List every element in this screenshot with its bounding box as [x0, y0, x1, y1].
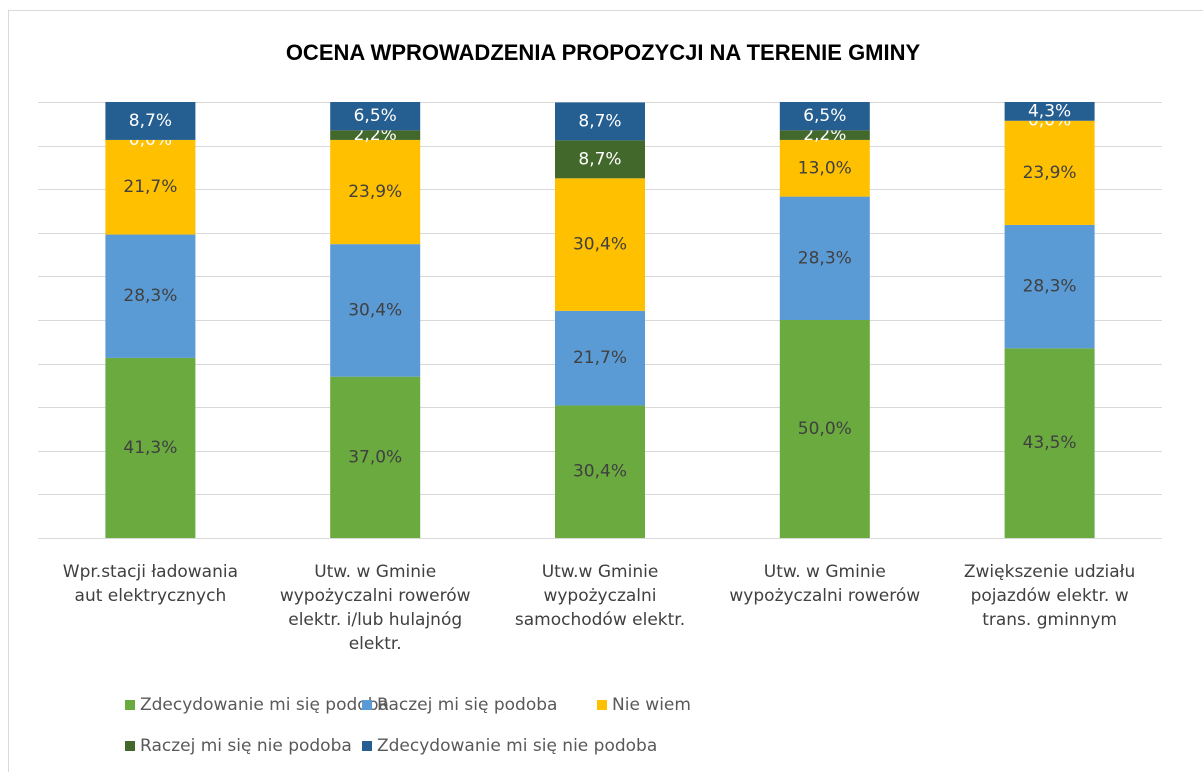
data-label: 28,3%: [1023, 277, 1077, 297]
bar-segment: [779, 139, 870, 197]
bar-segment: [1004, 102, 1095, 121]
bar-segment: [105, 102, 196, 140]
x-tick-label: Zwiększenie udziału pojazdów elektr. w tra…: [964, 562, 1135, 630]
bar-segment: [555, 140, 645, 179]
data-label: 6,5%: [803, 106, 846, 126]
legend-swatch: [362, 700, 372, 710]
data-label: 6,5%: [354, 106, 397, 126]
bar-segment: [330, 376, 421, 538]
bar-segment: [330, 139, 421, 245]
bar-segment: [1004, 120, 1095, 225]
x-tick-label: Utw.w Gminie wypożyczalni samochodów elekt…: [515, 562, 685, 630]
x-tick-label: Wpr.stacji ładowania aut elektrycznych: [63, 562, 238, 606]
data-label: 30,4%: [573, 462, 627, 482]
data-label: 28,3%: [798, 248, 852, 268]
bar-segment: [330, 130, 421, 140]
bar-segment: [555, 102, 645, 141]
bar-segment: [779, 130, 870, 140]
data-label: 30,4%: [348, 300, 402, 320]
data-label: 41,3%: [123, 438, 177, 458]
bar-segment: [105, 357, 196, 538]
legend-swatch: [362, 741, 372, 751]
bar-segment: [1004, 224, 1095, 349]
data-label: 23,9%: [348, 182, 402, 202]
chart-title: OCENA WPROWADZENIA PROPOZYCJI NA TERENIE…: [286, 40, 921, 65]
bar-segment: [330, 244, 421, 377]
bar-segment: [555, 310, 645, 406]
bar-segment: [779, 102, 870, 131]
bar-segment: [555, 405, 645, 538]
data-label: 28,3%: [123, 286, 177, 306]
bar-segment: [105, 234, 196, 358]
x-tick-label: Utw. w Gminie wypożyczalni rowerów elektr.…: [280, 562, 471, 654]
legend-label: Zdecydowanie mi się nie podoba: [377, 736, 657, 756]
legend-label: Nie wiem: [612, 695, 691, 715]
data-label: 8,7%: [578, 149, 621, 169]
legend-label: Zdecydowanie mi się podoba: [140, 695, 389, 715]
bar-segment: [105, 139, 196, 235]
legend-swatch: [125, 700, 135, 710]
bar-segment: [555, 178, 645, 311]
legend-label: Raczej mi się podoba: [377, 695, 557, 715]
data-label: 13,0%: [798, 158, 852, 178]
data-label: 50,0%: [798, 419, 852, 439]
bar-segment: [779, 196, 870, 320]
data-label: 21,7%: [123, 177, 177, 197]
data-label: 8,7%: [129, 111, 172, 131]
data-label: 30,4%: [573, 235, 627, 255]
data-label: 8,7%: [578, 111, 621, 131]
bar-segment: [1004, 348, 1095, 538]
data-label: 21,7%: [573, 348, 627, 368]
legend-swatch: [597, 700, 607, 710]
data-label: 23,9%: [1023, 163, 1077, 183]
data-label: 43,5%: [1023, 433, 1077, 453]
x-tick-label: Utw. w Gminie wypożyczalni rowerów: [729, 562, 920, 606]
legend-label: Raczej mi się nie podoba: [140, 736, 352, 756]
bar-segment: [330, 102, 421, 131]
data-label: 37,0%: [348, 447, 402, 467]
legend-swatch: [125, 741, 135, 751]
data-label: 4,3%: [1028, 101, 1071, 121]
bar-segment: [779, 320, 870, 538]
